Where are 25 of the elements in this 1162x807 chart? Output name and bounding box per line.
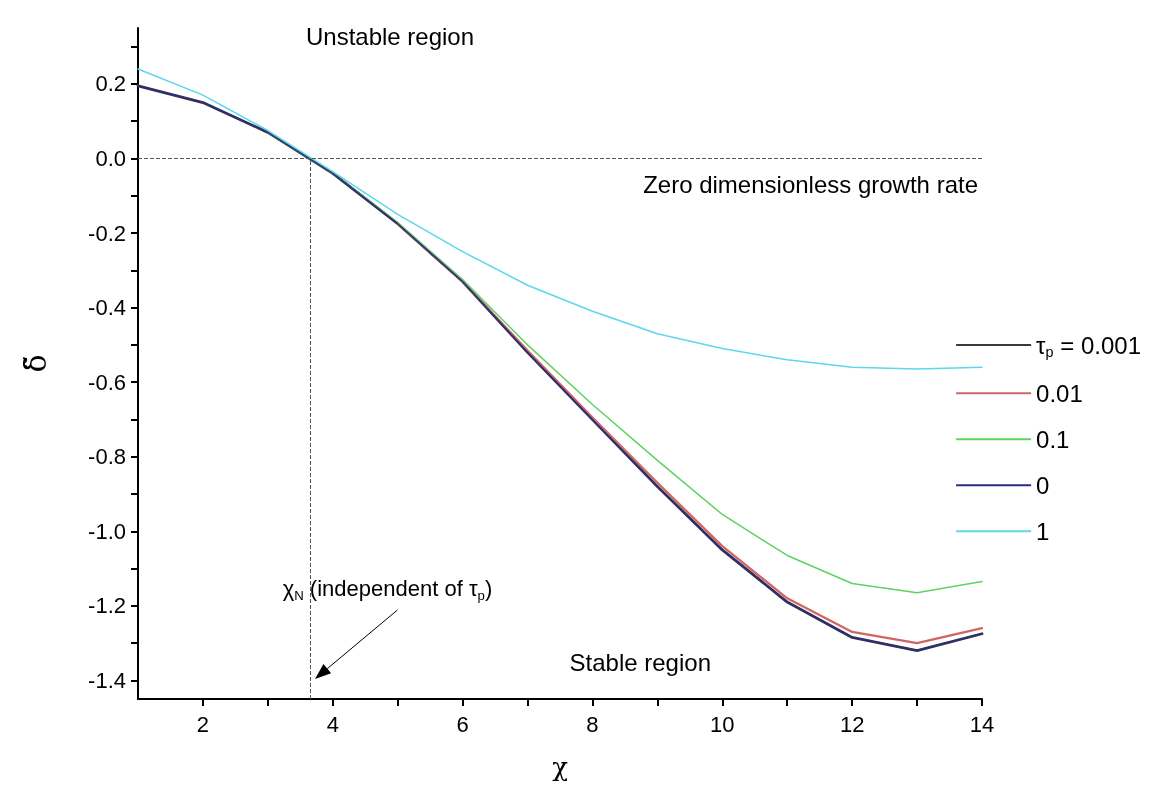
legend-label: 1 (1036, 517, 1050, 545)
x-tick-label: 8 (586, 711, 599, 737)
y-axis-title: δ̃ (17, 354, 53, 373)
annotation: Unstable region (305, 22, 475, 50)
annotation: Stable region (569, 648, 711, 676)
y-tick-label: 0.2 (95, 71, 126, 97)
x-tick-label: 14 (969, 711, 995, 737)
x-tick-label: 4 (326, 711, 339, 737)
y-tick-label: -1.0 (88, 518, 126, 544)
x-tick-label: 6 (456, 711, 469, 737)
x-axis-title: χ (552, 752, 569, 782)
y-tick-label: -0.6 (88, 369, 126, 395)
y-tick-label: -0.4 (88, 295, 126, 321)
x-tick-label: 10 (710, 711, 735, 737)
ref-line-label: Zero dimensionless growth rate (643, 170, 978, 198)
legend-label: 0.01 (1036, 379, 1083, 407)
legend-label: 0.1 (1036, 425, 1070, 453)
y-tick-label: -0.8 (88, 444, 126, 470)
legend-label: 0 (1036, 471, 1050, 499)
y-tick-label: 0.0 (95, 145, 126, 171)
y-tick-label: -0.2 (88, 220, 126, 246)
x-tick-label: 12 (839, 711, 865, 737)
x-tick-label: 2 (196, 711, 210, 737)
y-tick-label: -1.2 (88, 593, 126, 619)
y-tick-label: -1.4 (88, 667, 126, 693)
